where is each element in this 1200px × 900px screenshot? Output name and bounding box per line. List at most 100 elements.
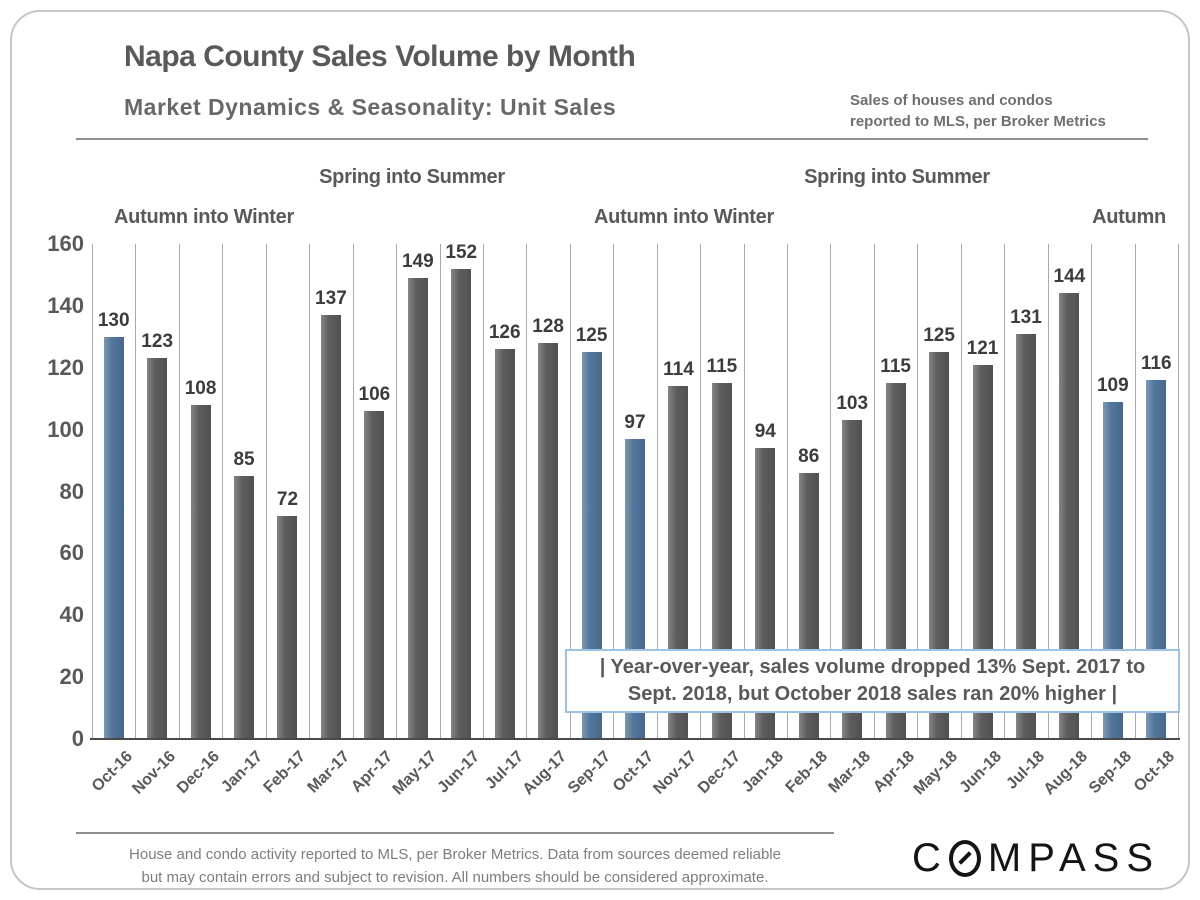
x-axis-line <box>90 738 1180 740</box>
y-tick-label: 160 <box>47 231 84 256</box>
x-tick-label: Nov-17 <box>650 748 701 798</box>
bar <box>407 278 428 739</box>
bar-value-label: 85 <box>233 449 255 470</box>
x-tick-label: Dec-17 <box>694 748 744 798</box>
grid-line <box>569 244 571 739</box>
season-label: Spring into Summer <box>319 166 505 188</box>
grid-line <box>92 244 93 739</box>
bar <box>538 343 559 739</box>
source-note: Sales of houses and condos reported to M… <box>850 90 1106 132</box>
header-divider <box>76 138 1148 140</box>
x-tick-label: Oct-16 <box>88 748 136 796</box>
grid-line <box>352 244 354 739</box>
x-tick-label: Apr-17 <box>348 748 397 796</box>
grid-line <box>1134 244 1136 739</box>
bar <box>1059 293 1080 739</box>
grid-line <box>222 244 224 739</box>
bar <box>320 315 341 739</box>
y-tick-label: 140 <box>47 292 84 318</box>
bar <box>277 516 298 739</box>
y-tick-label: 60 <box>59 540 84 566</box>
bar <box>147 358 168 739</box>
callout-line1: | Year-over-year, sales volume dropped 1… <box>599 656 1146 678</box>
compass-logo: C MPASS <box>912 832 1160 884</box>
source-note-line1: Sales of houses and condos <box>850 92 1053 109</box>
y-tick-label: 0 <box>71 726 84 751</box>
bar <box>581 352 602 739</box>
bar-value-label: 125 <box>575 325 608 346</box>
grid-line <box>613 244 615 739</box>
bar-value-label: 103 <box>836 393 869 414</box>
bar-value-label: 126 <box>488 322 521 343</box>
grid-line <box>830 244 832 739</box>
y-tick-label: 100 <box>47 416 84 442</box>
bar-value-label: 149 <box>401 251 434 272</box>
x-tick-label: Jan-17 <box>218 748 267 796</box>
bar <box>494 349 515 739</box>
grid-line <box>960 244 962 739</box>
x-tick-label: Aug-18 <box>1041 748 1092 799</box>
logo-letters: MPASS <box>987 835 1160 880</box>
bar-value-label: 115 <box>880 356 911 377</box>
y-tick-label: 40 <box>59 602 84 628</box>
bar-value-label: 109 <box>1096 375 1129 396</box>
disclaimer: House and condo activity reported to MLS… <box>76 843 834 890</box>
grid-line <box>1004 244 1006 739</box>
bar <box>190 405 211 739</box>
bar <box>234 476 255 739</box>
bar-value-label: 106 <box>358 384 391 405</box>
x-tick-label: Mar-18 <box>825 748 875 797</box>
logo-letter: C <box>912 835 948 880</box>
grid-line <box>656 244 658 739</box>
bar-value-label: 128 <box>532 316 564 337</box>
bar-value-label: 86 <box>798 446 820 467</box>
grid-line <box>743 244 745 739</box>
page-subtitle: Market Dynamics & Seasonality: Unit Sale… <box>124 94 617 120</box>
season-label: Autumn into Winter <box>594 206 774 228</box>
x-tick-label: Sep-18 <box>1085 748 1135 798</box>
x-tick-label: Feb-18 <box>782 748 831 797</box>
season-label: Spring into Summer <box>804 166 990 188</box>
bar <box>103 337 124 739</box>
disclaimer-line2: but may contain errors and subject to re… <box>141 869 769 887</box>
bar-value-label: 152 <box>445 242 478 263</box>
grid-line <box>1091 244 1093 739</box>
page-title: Napa County Sales Volume by Month <box>124 40 636 73</box>
bar <box>364 411 385 739</box>
bar-value-label: 97 <box>624 412 646 433</box>
grid-line <box>439 244 441 739</box>
disclaimer-line1: House and condo activity reported to MLS… <box>129 846 781 863</box>
bar-value-label: 94 <box>754 421 776 442</box>
x-tick-label: Oct-17 <box>609 748 658 796</box>
bar-value-label: 125 <box>923 325 955 346</box>
bar-value-label: 123 <box>141 331 174 352</box>
x-tick-label: May-18 <box>910 748 962 799</box>
compass-needle-icon <box>958 851 972 865</box>
grid-line <box>873 244 875 739</box>
bar-chart: 0 20 40 60 80 100 120 140 160 130 123 108 85 72 137 106… <box>12 12 1188 888</box>
callout-line2: Sept. 2018, but October 2018 sales ran 2… <box>627 683 1118 705</box>
grid-line <box>309 244 311 739</box>
x-tick-label: Dec-16 <box>173 748 223 798</box>
grid-line <box>135 244 137 739</box>
season-label: Autumn <box>1092 206 1166 228</box>
footer-divider <box>76 832 834 834</box>
x-tick-label: Jun-17 <box>434 748 484 797</box>
grid-line <box>700 244 702 739</box>
x-tick-label: Sep-17 <box>564 748 614 798</box>
bar-value-label: 108 <box>184 378 217 399</box>
bar-value-label: 144 <box>1053 266 1086 287</box>
grid-line <box>265 244 267 739</box>
x-tick-label: Apr-18 <box>869 748 918 796</box>
bar <box>451 269 472 739</box>
grid-line <box>1178 244 1179 739</box>
x-tick-label: Nov-16 <box>129 748 180 798</box>
grid-line <box>396 244 398 739</box>
bar-value-label: 121 <box>966 338 999 359</box>
season-annotations: Autumn into Winter Spring into Summer Autu… <box>12 12 1188 888</box>
bar-value-label: 130 <box>97 310 130 331</box>
bar <box>1015 334 1036 739</box>
x-tick-label: Oct-18 <box>1131 748 1179 796</box>
x-tick-label: May-17 <box>389 748 440 799</box>
